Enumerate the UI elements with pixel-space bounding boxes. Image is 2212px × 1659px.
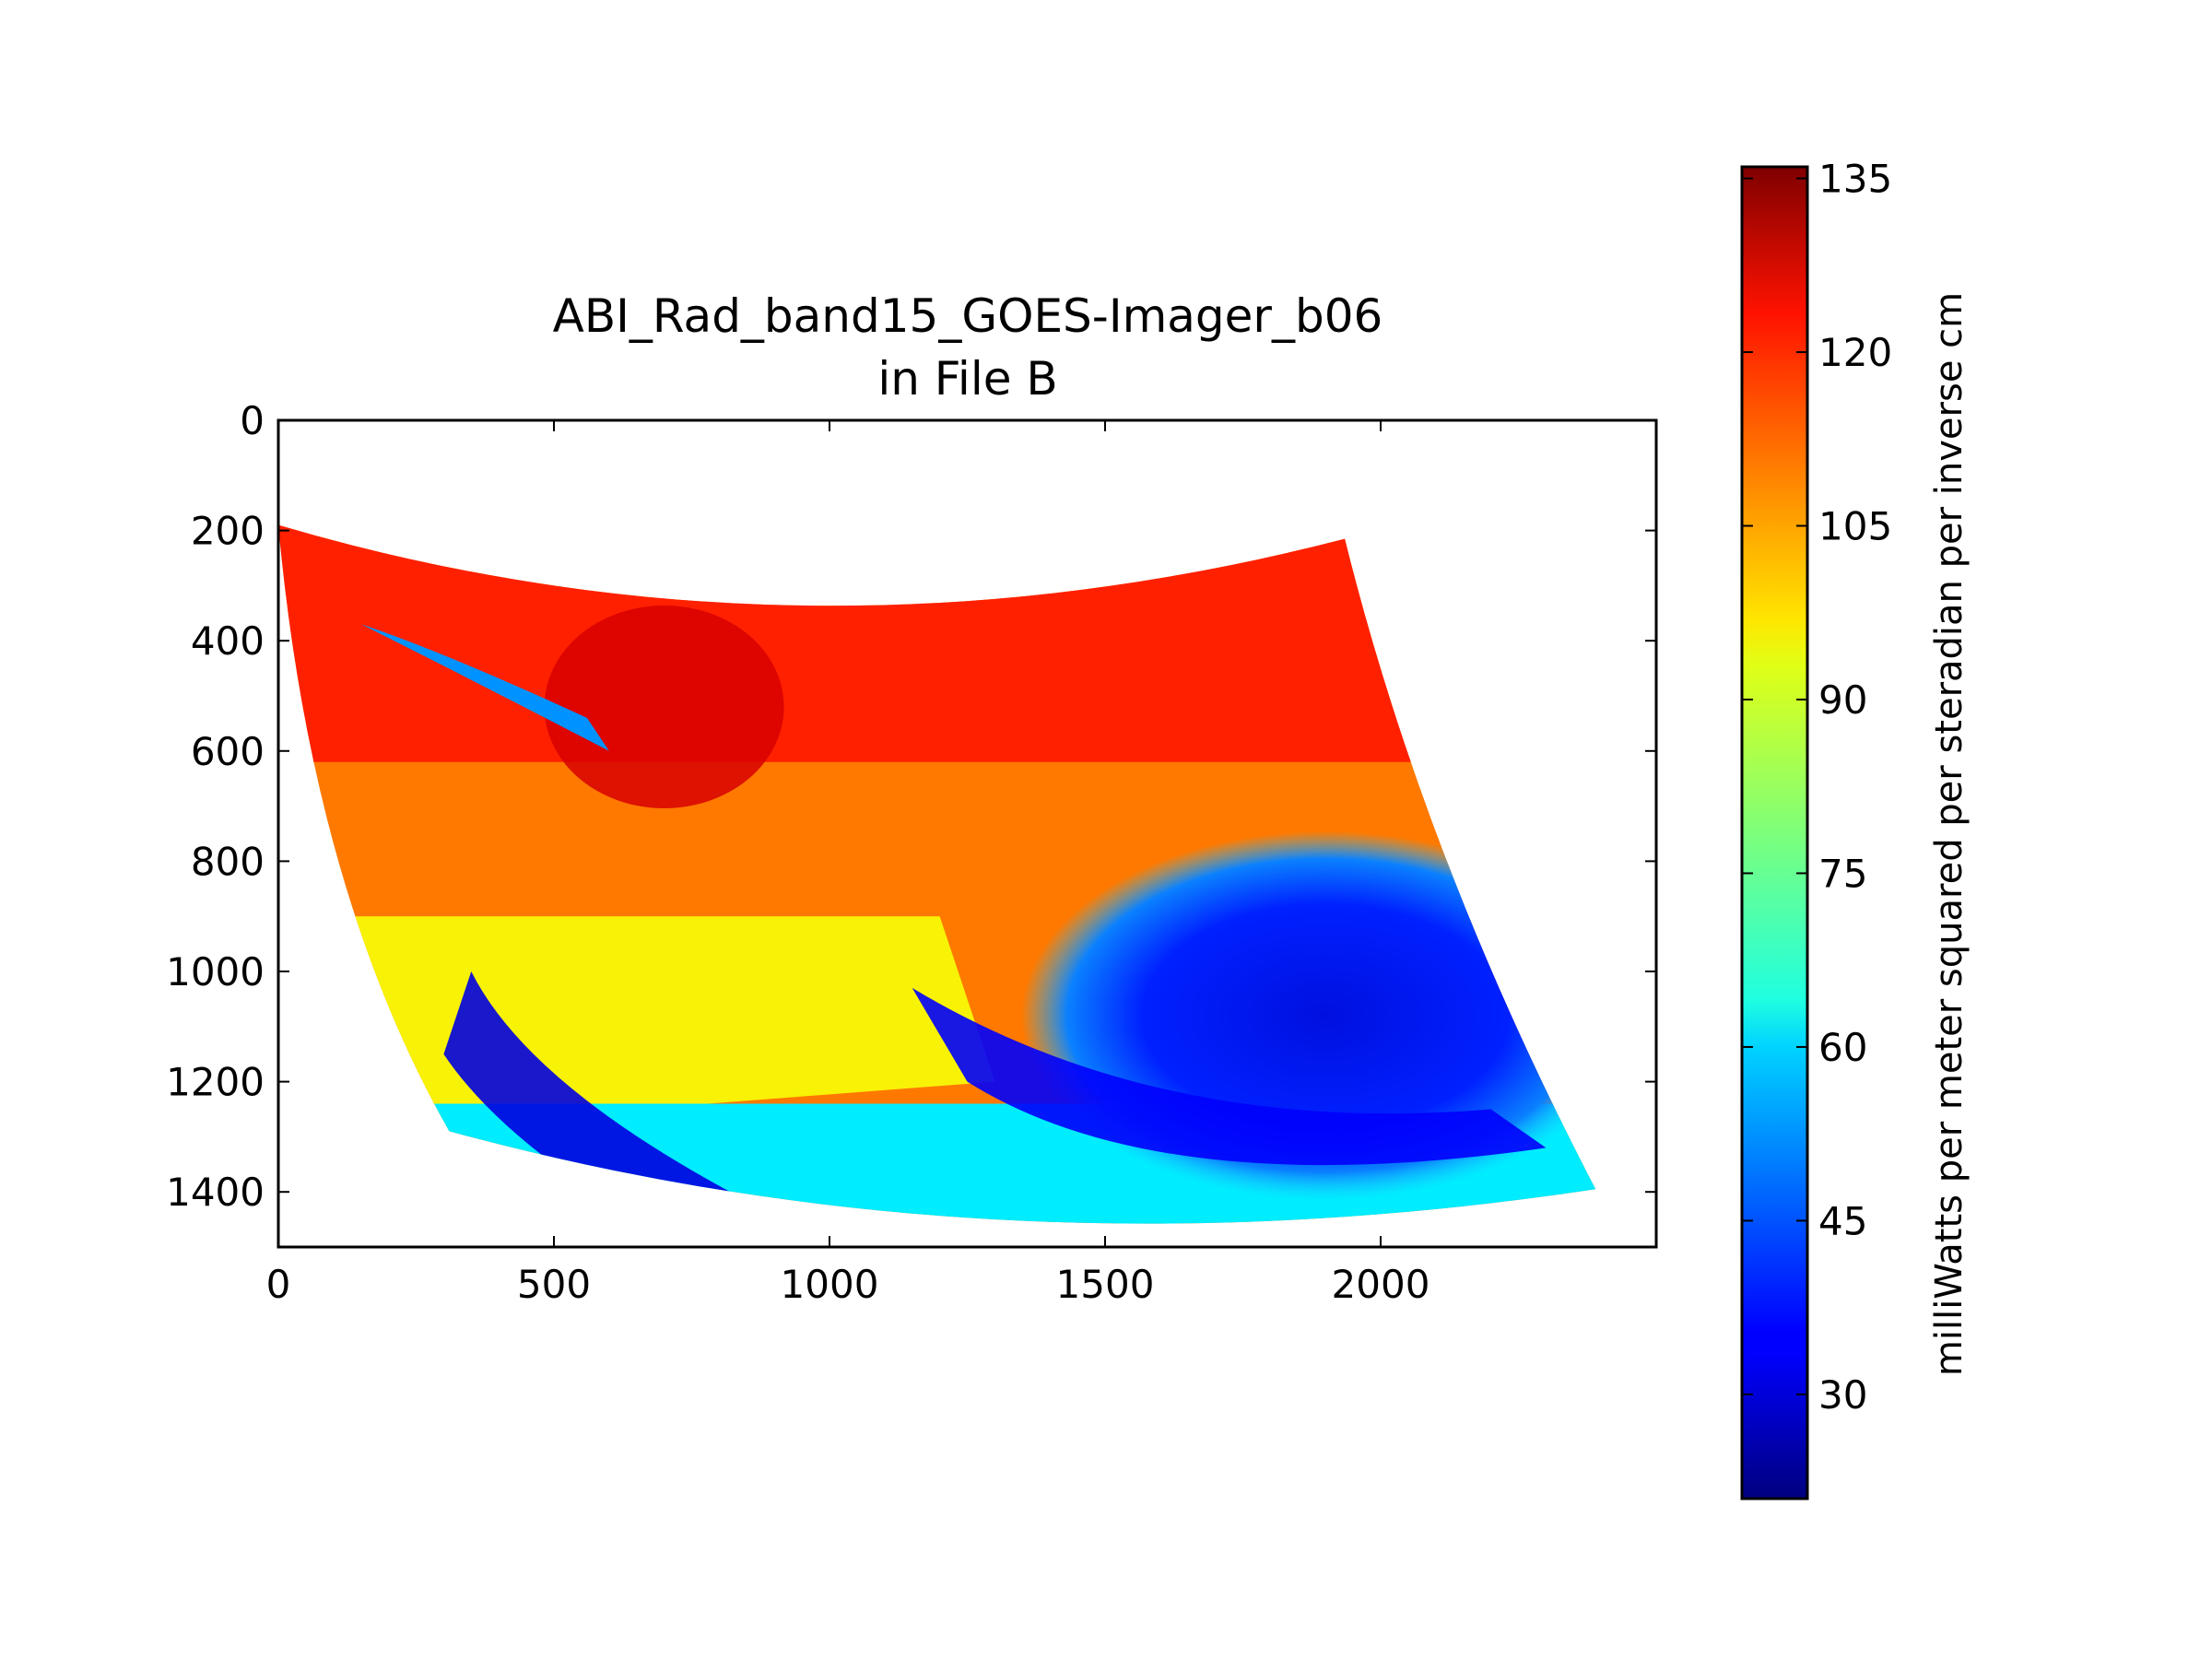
colorbar-tick-label: 45 [1818,1198,1867,1243]
colorbar-gradient [1740,165,1809,1500]
x-tick-label: 0 [266,1262,291,1307]
north-region [278,524,1596,762]
radiance-image [278,524,1596,1224]
x-tick-label: 500 [517,1262,591,1307]
colorbar-tick-label: 135 [1818,157,1892,202]
x-tick-label: 1000 [781,1262,879,1307]
chart-title-line2: in File B [877,352,1057,406]
colorbar-label: milliWatts per meter squared per steradi… [1928,292,1971,1376]
plot-frame [276,418,1658,1249]
colorbar-tick-label: 75 [1818,851,1867,896]
x-tick-label: 2000 [1332,1262,1430,1307]
y-tick-label: 200 [191,509,265,554]
y-axis: 0 200 400 600 800 1000 1200 1400 [166,398,1656,1215]
cloud-band-south [912,987,1547,1166]
chart-title-line1: ABI_Rad_band15_GOES-Imager_b06 [553,289,1383,343]
y-tick-label: 800 [191,839,265,884]
y-tick-label: 1400 [166,1170,265,1215]
y-tick-label: 1200 [166,1060,265,1105]
y-tick-label: 0 [240,398,265,443]
hot-spot [544,605,784,808]
y-tick-label: 600 [191,729,265,774]
colorbar-tick-label: 60 [1818,1025,1867,1070]
colorbar: 30 45 60 75 90 105 120 135 milliWatts per meter… [1740,157,1971,1500]
plot-area: 0 500 1000 1500 2000 0 200 400 600 800 1000 1200 14… [166,398,1658,1307]
x-tick-label: 1500 [1056,1262,1155,1307]
colorbar-tick-label: 120 [1818,330,1892,375]
colorbar-ticks: 30 45 60 75 90 105 120 135 [1742,157,1892,1418]
y-tick-label: 400 [191,618,265,664]
colorbar-tick-label: 30 [1818,1372,1867,1418]
y-tick-label: 1000 [166,949,265,994]
x-axis: 0 500 1000 1500 2000 [266,420,1430,1307]
cloud-band-southwest [443,971,731,1220]
colorbar-tick-label: 90 [1818,677,1867,723]
west-lower-region [278,916,995,1137]
colorbar-tick-label: 105 [1818,504,1892,549]
